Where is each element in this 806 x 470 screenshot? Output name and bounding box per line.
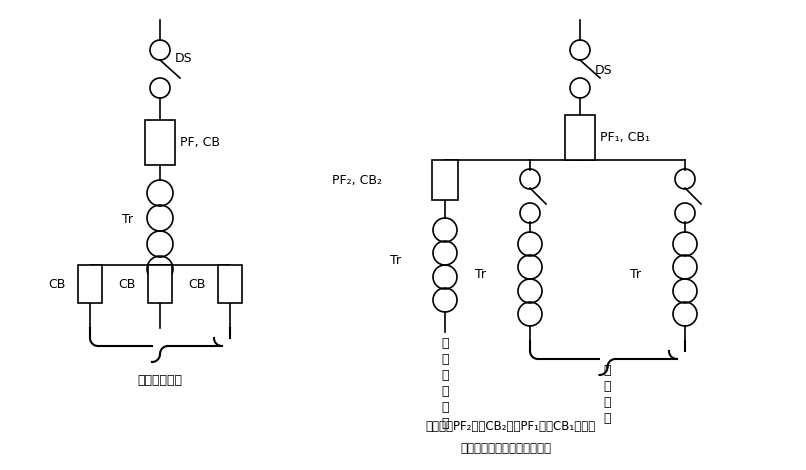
Text: CB: CB [188, 277, 206, 290]
FancyBboxPatch shape [432, 160, 458, 200]
Text: DS: DS [595, 63, 613, 77]
Text: Tr: Tr [475, 267, 486, 281]
Text: Tr: Tr [630, 267, 641, 281]
Text: CB: CB [48, 277, 65, 290]
Text: PF₁, CB₁: PF₁, CB₁ [600, 131, 650, 144]
Text: PF₂, CB₂: PF₂, CB₂ [332, 173, 382, 187]
Text: 消防用設備等: 消防用設備等 [138, 374, 182, 387]
Text: PF, CB: PF, CB [180, 136, 220, 149]
FancyBboxPatch shape [218, 265, 242, 303]
Text: 一
般
負
荷: 一 般 負 荷 [604, 364, 611, 425]
FancyBboxPatch shape [565, 115, 595, 160]
FancyBboxPatch shape [148, 265, 172, 303]
FancyBboxPatch shape [78, 265, 102, 303]
Text: （注）　PF₂又はCB₂は、PF₁又はCB₁と同等: （注） PF₂又はCB₂は、PF₁又はCB₁と同等 [425, 420, 596, 433]
Text: 消
防
用
設
備
等: 消 防 用 設 備 等 [441, 337, 449, 430]
FancyBboxPatch shape [145, 120, 175, 165]
Text: Tr: Tr [122, 212, 133, 226]
Text: 以上の遮断容量を有すること: 以上の遮断容量を有すること [460, 442, 551, 455]
Text: Tr: Tr [390, 253, 401, 266]
Text: DS: DS [175, 52, 193, 64]
Text: CB: CB [118, 277, 135, 290]
